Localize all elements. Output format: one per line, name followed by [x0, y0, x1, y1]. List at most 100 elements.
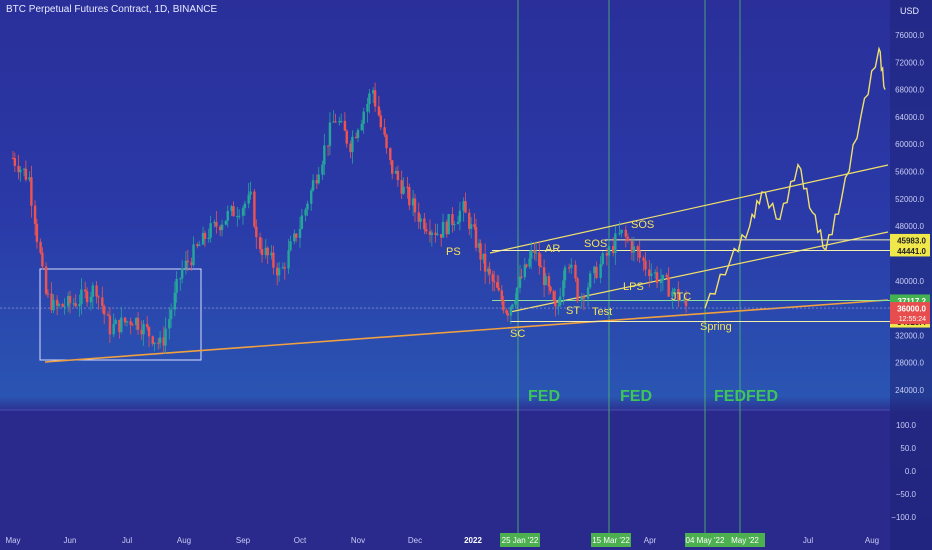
candle-body: [140, 329, 143, 335]
candle-body: [33, 205, 37, 224]
candle-body: [354, 136, 358, 138]
candle-body: [593, 266, 596, 274]
candle-body: [562, 280, 565, 297]
candle-body: [114, 319, 117, 325]
candle-body: [659, 280, 663, 283]
candle-body: [158, 337, 162, 344]
candle-body: [630, 240, 634, 253]
candle-body: [72, 303, 75, 305]
candle-body: [192, 244, 195, 266]
candle-body: [19, 169, 22, 173]
candle-body: [385, 134, 388, 149]
candle-body: [103, 305, 106, 315]
price-tick-label: 64000.0: [895, 113, 924, 122]
candle-body: [677, 288, 680, 301]
candle-body: [287, 250, 290, 269]
candle-body: [372, 90, 375, 94]
candle-body: [175, 278, 178, 293]
candle-body: [207, 237, 210, 239]
candle-body: [63, 306, 66, 308]
candle-body: [298, 228, 302, 238]
candle-body: [538, 252, 541, 266]
candle-body: [648, 269, 651, 277]
time-tick-label: Jun: [64, 536, 77, 545]
candle-body: [430, 232, 434, 235]
candle-body: [580, 296, 583, 301]
candle-body: [626, 236, 630, 241]
wyckoff-annotation: SOS: [631, 219, 654, 231]
candle-body: [41, 252, 44, 267]
candle-body: [453, 224, 456, 226]
time-tick-label: Jul: [803, 536, 813, 545]
candle-body: [557, 305, 560, 307]
date-flag: [685, 533, 725, 547]
candle-body: [224, 220, 228, 225]
candle-body: [46, 293, 50, 295]
candle-body: [576, 278, 579, 301]
candle-body: [66, 296, 70, 307]
candle-body: [411, 198, 415, 206]
candle-body: [136, 317, 140, 330]
candle-body: [85, 291, 89, 303]
candle-body: [270, 252, 273, 256]
time-tick-label: May: [5, 536, 20, 545]
candle-body: [95, 285, 98, 297]
time-tick-label: Dec: [408, 536, 422, 545]
candle-body: [168, 319, 171, 329]
candle-body: [574, 264, 577, 279]
candle-body: [129, 321, 132, 325]
candle-body: [236, 215, 239, 217]
candle-body: [586, 287, 590, 299]
candle-body: [601, 253, 604, 265]
candle-body: [50, 293, 53, 311]
candle-body: [417, 212, 420, 222]
candle-body: [120, 317, 123, 333]
candle-body: [209, 223, 212, 238]
date-flag-label: May '22: [731, 536, 759, 545]
osc-tick-label: 100.0: [896, 421, 917, 430]
candle-body: [349, 143, 352, 153]
fed-label: FEDFED: [714, 388, 778, 405]
wyckoff-annotation: ST: [566, 305, 580, 317]
candle-body: [505, 310, 508, 314]
candle-body: [511, 304, 514, 308]
date-flag-label: 15 Mar '22: [592, 536, 630, 545]
candle-body: [394, 170, 398, 174]
candle-body: [338, 121, 341, 123]
candle-body: [91, 285, 94, 297]
candle-body: [612, 246, 615, 254]
candle-body: [230, 206, 233, 211]
candle-body: [106, 314, 110, 316]
candle-body: [462, 201, 465, 211]
candle-body: [402, 186, 405, 194]
candle-body: [570, 264, 573, 268]
time-tick-label: Sep: [236, 536, 251, 545]
candle-body: [491, 274, 494, 282]
candle-body: [636, 246, 639, 251]
candle-body: [39, 241, 42, 253]
candle-body: [153, 342, 156, 344]
wyckoff-annotation: PS: [446, 246, 461, 258]
candle-body: [11, 157, 15, 159]
time-tick-label: Jul: [122, 536, 132, 545]
candle-body: [277, 268, 281, 276]
candle-body: [468, 212, 471, 229]
candle-body: [334, 121, 337, 123]
candle-body: [638, 250, 641, 258]
candle-body: [84, 289, 87, 292]
candle-body: [343, 120, 347, 131]
candle-body: [373, 90, 377, 107]
candle-body: [497, 287, 500, 291]
price-label-37117: 37117.2: [898, 297, 927, 306]
candle-body: [428, 231, 432, 235]
price-tick-label: 28000.0: [895, 359, 924, 368]
candle-body: [237, 215, 241, 217]
candle-body: [502, 300, 505, 311]
candle-body: [632, 246, 636, 253]
wyckoff-annotation: SC: [510, 328, 525, 340]
candle-body: [258, 237, 262, 250]
candle-body: [582, 296, 586, 299]
candle-body: [477, 243, 481, 248]
